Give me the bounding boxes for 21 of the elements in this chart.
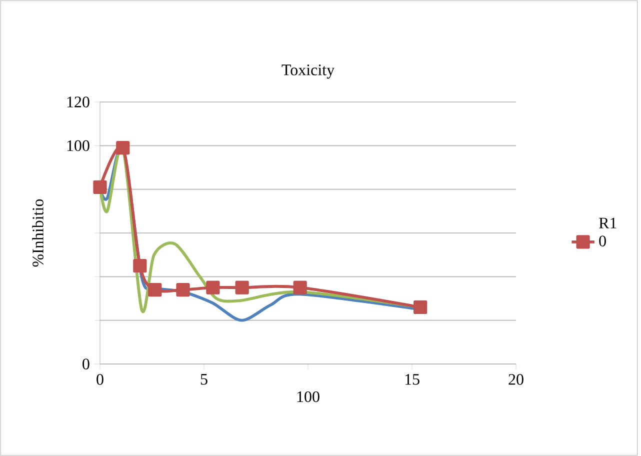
point	[235, 280, 249, 294]
point	[148, 282, 162, 297]
point	[93, 180, 107, 194]
point	[116, 141, 130, 155]
point	[176, 282, 190, 297]
y-tick-label: 120	[67, 96, 90, 108]
y-tick-label: 0	[82, 358, 90, 370]
point	[206, 280, 220, 294]
y-tick-label: 100	[67, 140, 90, 152]
point	[293, 280, 307, 294]
x-axis-title: 100	[297, 391, 320, 402]
chart-title: Toxicity	[282, 64, 335, 79]
legend-title: R1	[599, 218, 616, 228]
x-tick-label: 0	[96, 374, 104, 385]
point	[414, 300, 428, 314]
y-axis-title: %Inhibitio	[32, 199, 44, 267]
x-tick-label: 20	[508, 374, 524, 385]
x-tick-label: 15	[405, 374, 420, 385]
legend-label: 0	[599, 236, 606, 246]
x-tick-label: 5	[200, 374, 208, 385]
point	[133, 258, 147, 273]
